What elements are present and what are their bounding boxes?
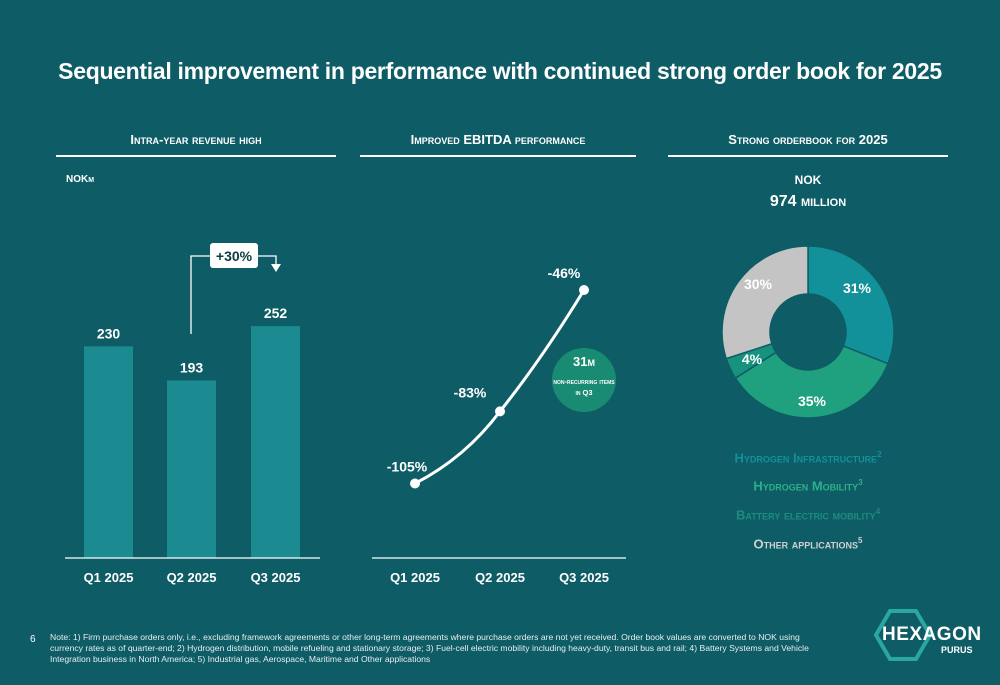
legend-item-hydrogen-infrastructure: Hydrogen Infrastructure2 xyxy=(700,450,916,465)
bracket-right-line xyxy=(258,255,277,266)
badge-circle xyxy=(552,348,616,412)
revenue-value-label: 252 xyxy=(264,305,288,321)
ebitda-value-label: -46% xyxy=(548,265,581,281)
orderbook-donut-chart: 31% 35% 4% 30% xyxy=(721,245,895,419)
page-number: 6 xyxy=(30,634,36,645)
ebitda-value-label: -105% xyxy=(387,459,428,475)
orderbook-divider xyxy=(668,155,948,157)
page-title: Sequential improvement in performance wi… xyxy=(58,58,942,84)
legend-label: Hydrogen Infrastructure xyxy=(734,450,878,466)
legend-label: Hydrogen Mobility xyxy=(753,478,859,494)
ebitda-point xyxy=(410,478,420,489)
legend-label: Battery electric mobility xyxy=(735,507,876,523)
ebitda-line-chart: -105% Q1 2025 -83% Q2 2025 -46% Q3 2025 xyxy=(387,265,609,585)
revenue-bar xyxy=(84,346,133,558)
change-label: +30% xyxy=(216,248,253,264)
legend-item-hydrogen-mobility: Hydrogen Mobility3 xyxy=(700,478,916,493)
revenue-category-label: Q2 2025 xyxy=(167,570,217,585)
ebitda-category-label: Q3 2025 xyxy=(559,570,609,585)
ebitda-point xyxy=(495,406,505,417)
logo-subtext: PURUS xyxy=(941,645,973,655)
revenue-value-label: 230 xyxy=(97,325,121,341)
legend-footnote-ref: 5 xyxy=(858,536,863,545)
legend-item-battery-electric-mobility: Battery electric mobility4 xyxy=(700,507,916,522)
donut-slice xyxy=(721,245,809,360)
revenue-section-title: Intra-year revenue high xyxy=(130,132,262,147)
orderbook-currency: NOK xyxy=(794,173,822,187)
legend-footnote-ref: 4 xyxy=(875,507,881,516)
nonrecurring-badge: 31m non-recurring items in Q3 xyxy=(552,348,616,412)
badge-text-line: in Q3 xyxy=(575,388,592,397)
donut-slice-label: 30% xyxy=(744,276,773,292)
legend-footnote-ref: 3 xyxy=(858,478,863,487)
revenue-bar xyxy=(251,326,300,558)
ebitda-point xyxy=(579,285,589,295)
revenue-unit-label: NOKm xyxy=(66,174,95,185)
revenue-change-annotation: +30% xyxy=(190,243,281,334)
revenue-bar xyxy=(167,380,216,558)
ebitda-category-label: Q2 2025 xyxy=(475,570,525,585)
ebitda-divider xyxy=(360,155,636,157)
badge-text-line: non-recurring items xyxy=(553,377,615,386)
donut-slice-label: 4% xyxy=(742,351,763,367)
ebitda-category-label: Q1 2025 xyxy=(390,570,440,585)
revenue-divider xyxy=(56,155,336,157)
arrow-down-icon xyxy=(271,264,281,272)
donut-slice-label: 35% xyxy=(798,393,827,409)
revenue-value-label: 193 xyxy=(180,359,204,375)
ebitda-value-label: -83% xyxy=(454,384,487,400)
revenue-category-label: Q3 2025 xyxy=(251,570,301,585)
badge-text: non-recurring items in Q3 xyxy=(553,377,615,397)
donut-slice xyxy=(807,245,895,365)
footnote: Note: 1) Firm purchase orders only, i.e.… xyxy=(50,632,809,664)
orderbook-total: 974 million xyxy=(769,193,847,210)
donut-slice-label: 31% xyxy=(843,280,872,296)
logo-hexagon-shape xyxy=(873,609,933,661)
donut-slice xyxy=(734,345,889,419)
orderbook-section-title: Strong orderbook for 2025 xyxy=(728,132,888,147)
hexagon-logo-icon xyxy=(873,609,933,661)
legend-footnote-ref: 2 xyxy=(877,450,882,459)
revenue-bar-chart: 230 Q1 2025 193 Q2 2025 252 Q3 2025 xyxy=(84,305,301,585)
bracket-left-line xyxy=(190,255,210,334)
logo-text: HEXAGON xyxy=(882,624,982,645)
revenue-category-label: Q1 2025 xyxy=(84,570,134,585)
legend-item-other-applications: Other applications5 xyxy=(700,536,916,551)
legend-label: Other applications xyxy=(753,536,859,552)
badge-value: 31m xyxy=(573,354,595,369)
ebitda-section-title: Improved EBITDA performance xyxy=(410,132,586,147)
change-badge xyxy=(210,243,258,268)
